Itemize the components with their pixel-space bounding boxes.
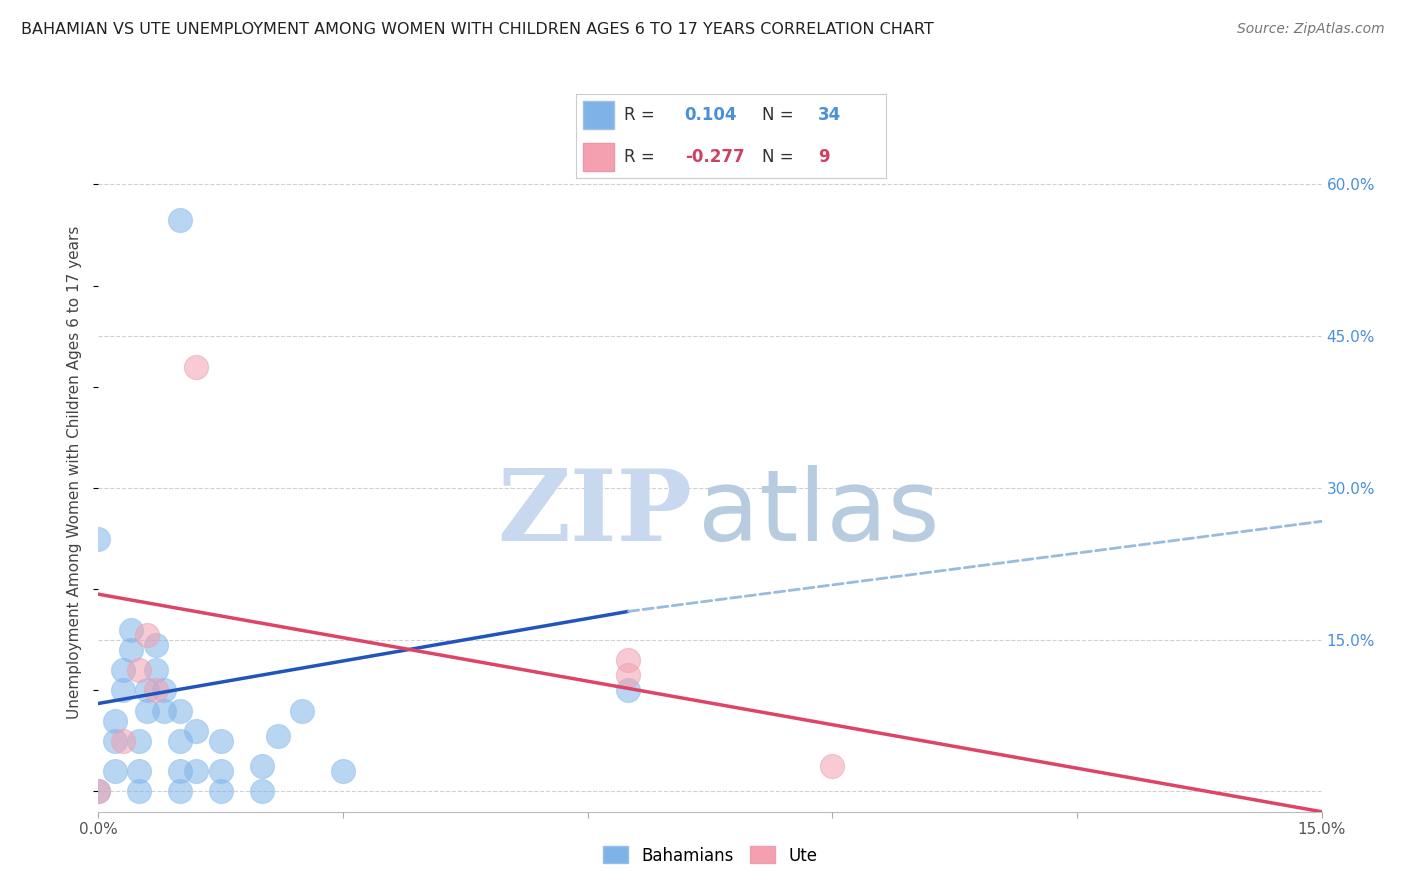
FancyBboxPatch shape bbox=[582, 102, 613, 129]
Point bbox=[209, 784, 232, 798]
Point bbox=[169, 764, 191, 779]
Point bbox=[104, 714, 127, 728]
Point bbox=[145, 638, 167, 652]
FancyBboxPatch shape bbox=[582, 143, 613, 170]
Point bbox=[120, 643, 142, 657]
Point bbox=[186, 723, 208, 738]
Point bbox=[152, 683, 174, 698]
Point bbox=[128, 663, 150, 677]
Point bbox=[145, 683, 167, 698]
Point bbox=[87, 784, 110, 798]
Point bbox=[128, 764, 150, 779]
Point bbox=[617, 683, 640, 698]
Point bbox=[128, 734, 150, 748]
Point bbox=[821, 759, 844, 773]
Point bbox=[186, 359, 208, 374]
Point bbox=[332, 764, 354, 779]
Point bbox=[104, 764, 127, 779]
Point bbox=[111, 663, 134, 677]
Text: 34: 34 bbox=[818, 106, 841, 124]
Text: 0.104: 0.104 bbox=[685, 106, 737, 124]
Text: BAHAMIAN VS UTE UNEMPLOYMENT AMONG WOMEN WITH CHILDREN AGES 6 TO 17 YEARS CORREL: BAHAMIAN VS UTE UNEMPLOYMENT AMONG WOMEN… bbox=[21, 22, 934, 37]
Text: N =: N = bbox=[762, 106, 793, 124]
Text: R =: R = bbox=[624, 106, 655, 124]
Point bbox=[169, 704, 191, 718]
Point bbox=[617, 653, 640, 667]
Point bbox=[120, 623, 142, 637]
Point bbox=[291, 704, 314, 718]
Text: N =: N = bbox=[762, 148, 793, 166]
Legend: Bahamians, Ute: Bahamians, Ute bbox=[596, 839, 824, 871]
Y-axis label: Unemployment Among Women with Children Ages 6 to 17 years: Unemployment Among Women with Children A… bbox=[67, 226, 83, 720]
Point bbox=[169, 784, 191, 798]
Point bbox=[136, 627, 159, 641]
Point bbox=[186, 764, 208, 779]
Text: ZIP: ZIP bbox=[496, 465, 692, 562]
Point bbox=[169, 734, 191, 748]
Point bbox=[128, 784, 150, 798]
Point bbox=[250, 759, 273, 773]
Point bbox=[209, 734, 232, 748]
Point bbox=[250, 784, 273, 798]
Point bbox=[87, 532, 110, 546]
Text: Source: ZipAtlas.com: Source: ZipAtlas.com bbox=[1237, 22, 1385, 37]
Text: atlas: atlas bbox=[697, 465, 939, 562]
Text: -0.277: -0.277 bbox=[685, 148, 744, 166]
Point bbox=[136, 683, 159, 698]
Point bbox=[104, 734, 127, 748]
Text: 9: 9 bbox=[818, 148, 830, 166]
Point bbox=[136, 704, 159, 718]
Point bbox=[111, 734, 134, 748]
Point bbox=[267, 729, 290, 743]
Point bbox=[87, 784, 110, 798]
Point bbox=[111, 683, 134, 698]
Text: R =: R = bbox=[624, 148, 655, 166]
Point bbox=[209, 764, 232, 779]
Point bbox=[152, 704, 174, 718]
Point bbox=[169, 212, 191, 227]
Point bbox=[145, 663, 167, 677]
Point bbox=[617, 668, 640, 682]
